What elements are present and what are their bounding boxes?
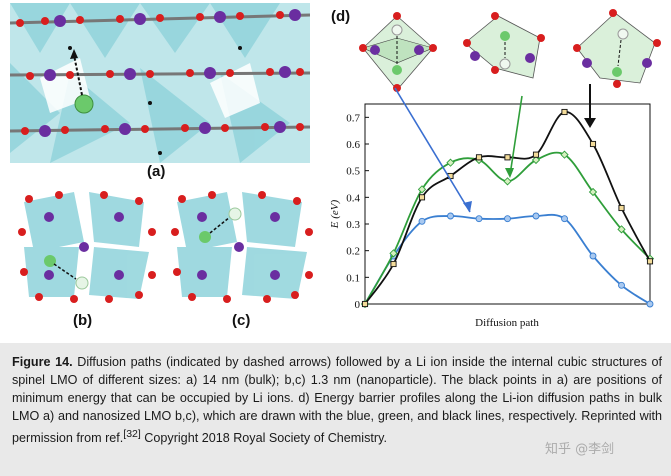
caption-text: Figure 14. Diffusion paths (indicated by… [12, 353, 662, 447]
series-2-point [361, 300, 369, 308]
series-1-point [389, 249, 398, 258]
series-1-point [560, 150, 569, 159]
panel-label-d: (d) [331, 8, 351, 25]
series-0-point [646, 300, 654, 308]
caption-ref: [32] [123, 428, 141, 440]
crystal-structure-nanoparticle-b-image [18, 191, 156, 303]
series-2-point [504, 154, 511, 161]
path-insets-image [359, 9, 661, 92]
series-0-point [418, 217, 426, 225]
figure-caption: Figure 14. Diffusion paths (indicated by… [0, 343, 671, 476]
panel-label-b: (b) [73, 312, 93, 329]
panel-label-a: (a) [147, 163, 166, 180]
series-2-point [390, 260, 397, 268]
series-1-point [503, 177, 512, 186]
x-axis-label: Diffusion path [475, 317, 539, 329]
y-tick-label: 0.6 [346, 139, 360, 151]
series-2-point [618, 204, 625, 212]
y-axis-label: E (eV) [330, 199, 341, 229]
crystal-structure-nanoparticle-c-image [171, 191, 313, 303]
caption-figure-label: Figure 14. [12, 355, 73, 369]
energy-barrier-chart: 0 0.1 0.2 0.3 0.4 0.5 0.6 0.7 E (eV) Diffusion … [330, 103, 655, 329]
series-2-point [532, 151, 540, 158]
series-0-point [618, 281, 625, 289]
series-2-point [589, 140, 597, 148]
series-2-point [646, 258, 654, 265]
series-1-point [531, 155, 541, 165]
panel-label-c: (c) [232, 312, 251, 329]
caption-body: Diffusion paths (indicated by dashed arr… [12, 355, 662, 446]
y-tick-label: 0.1 [346, 272, 360, 284]
series-0-point [589, 252, 597, 260]
y-tick-label: 0.5 [346, 166, 360, 178]
series-1-point [588, 187, 598, 197]
series-0-point [504, 215, 511, 223]
y-tick-label: 0.2 [346, 246, 360, 258]
y-tick-label: 0.3 [346, 219, 360, 231]
series-0-point [475, 215, 483, 223]
y-tick-label: 0 [355, 299, 361, 311]
series-1-point [446, 158, 455, 167]
series-0-point [447, 212, 454, 220]
series-0-point [532, 212, 540, 220]
plot-frame [364, 103, 651, 305]
y-tick-label: 0.4 [346, 192, 360, 204]
y-tick-label: 0.7 [346, 112, 360, 124]
series-2-point [475, 154, 483, 161]
watermark: 知乎 @李剑 [545, 442, 615, 457]
series-2-point [561, 108, 568, 116]
caption-copyright: Copyright 2018 Royal Society of Chemistr… [140, 431, 387, 446]
series-1-point [417, 185, 427, 194]
series-2-point [418, 194, 426, 201]
series-1-point [617, 225, 626, 234]
crystal-structure-bulk-image [10, 3, 310, 163]
series-0-point [561, 215, 568, 223]
